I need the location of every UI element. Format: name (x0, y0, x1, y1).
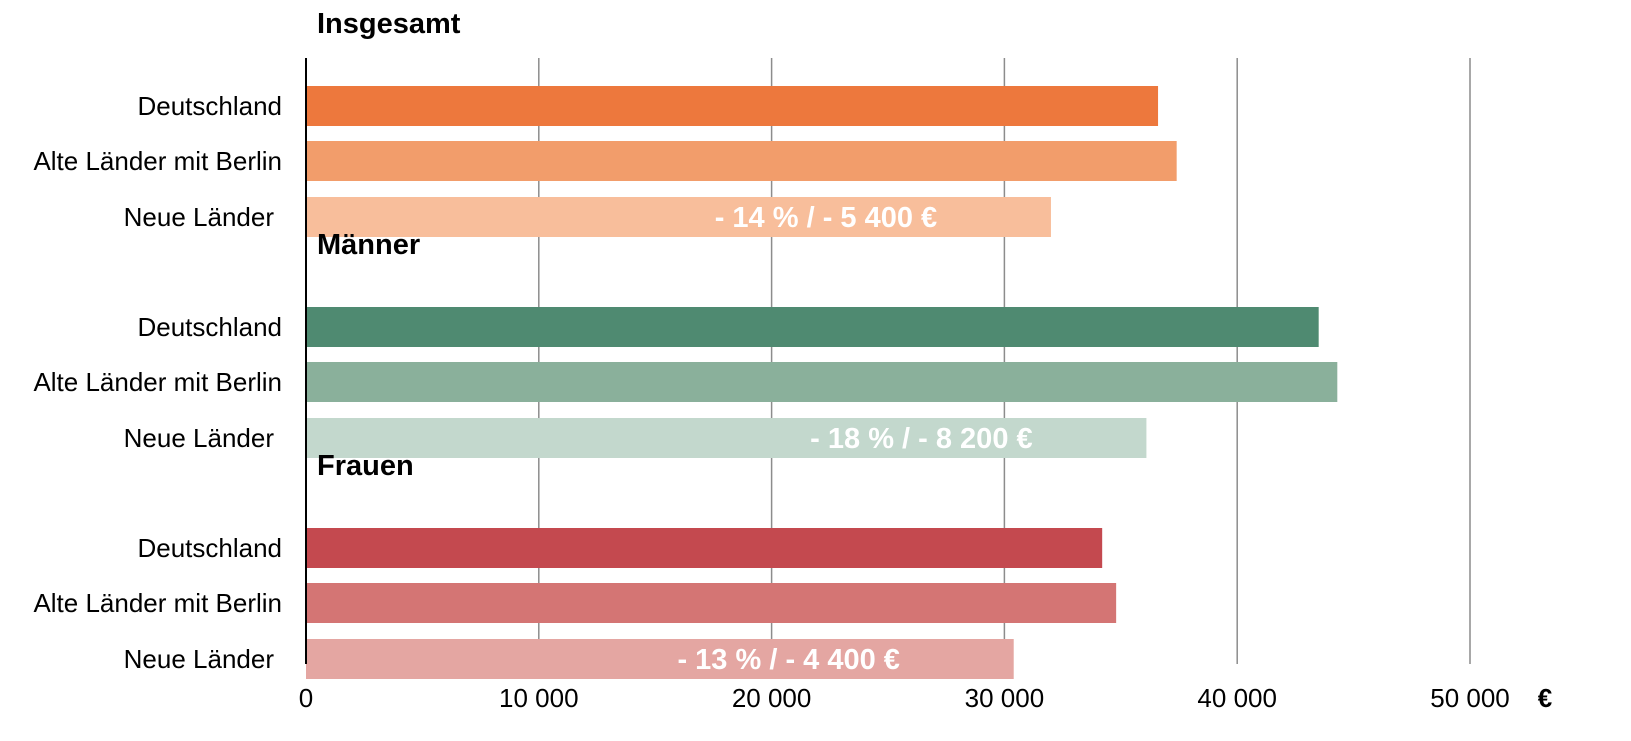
bar-annotation: - 13 % / - 4 400 € (677, 644, 899, 676)
bar (306, 362, 1338, 402)
category-label: Neue Länder (124, 644, 275, 674)
x-tick-label: 10 000 (499, 683, 579, 713)
bar (306, 141, 1177, 181)
group-title: Insgesamt (317, 8, 461, 40)
x-tick-label: 0 (299, 683, 313, 713)
group-title: Männer (317, 229, 420, 261)
x-tick-label: 20 000 (732, 683, 812, 713)
bar (306, 583, 1117, 623)
bar-annotation: - 14 % / - 5 400 € (715, 202, 937, 234)
category-label: Alte Länder mit Berlin (33, 146, 282, 176)
bar (306, 418, 1147, 458)
category-label: Deutschland (137, 312, 282, 342)
bar (306, 197, 1051, 237)
bar (306, 86, 1159, 126)
x-tick-label: 40 000 (1197, 683, 1277, 713)
bar-annotation: - 18 % / - 8 200 € (810, 423, 1032, 455)
category-labels: Insgesamt Deutschland Alte Länder mit Berl… (33, 8, 460, 674)
category-label: Deutschland (137, 91, 282, 121)
category-label: Deutschland (137, 533, 282, 563)
bars: - 14 % / - 5 400 € - 18 % / - 8 200 € - 13… (306, 86, 1338, 679)
category-label: Neue Länder (124, 202, 275, 232)
group-title: Frauen (317, 450, 414, 482)
x-tick-label: 30 000 (965, 683, 1045, 713)
category-label: Alte Länder mit Berlin (33, 588, 282, 618)
bar (306, 639, 1014, 679)
x-tick-label: 50 000 (1430, 683, 1510, 713)
x-axis: 0 10 000 20 000 30 000 40 000 50 000 (299, 58, 1510, 713)
bar (306, 307, 1319, 347)
unit-label: € (1538, 683, 1552, 713)
bar (306, 528, 1103, 568)
category-label: Neue Länder (124, 423, 275, 453)
category-label: Alte Länder mit Berlin (33, 367, 282, 397)
